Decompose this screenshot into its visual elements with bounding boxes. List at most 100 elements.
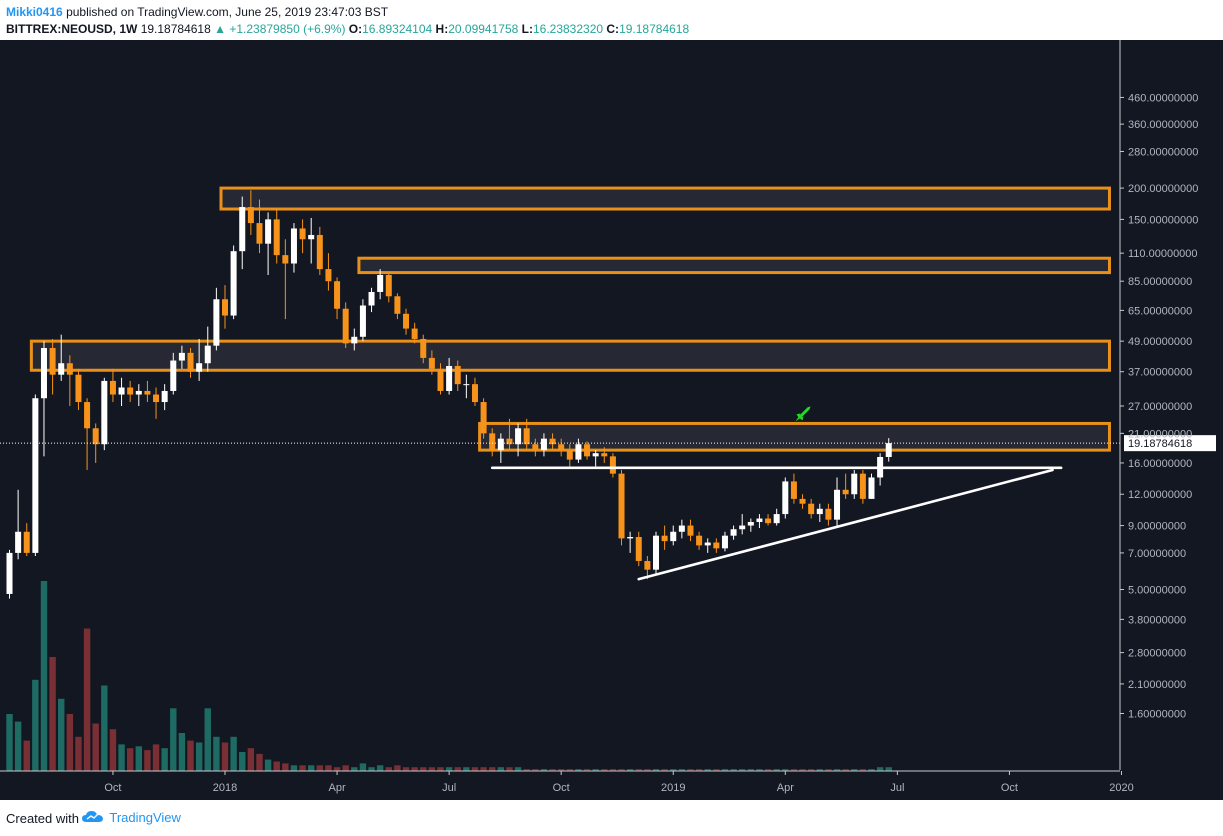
annotations <box>795 406 811 422</box>
candle-bear <box>49 348 56 375</box>
volume-bar <box>6 714 13 771</box>
volume-bar <box>187 740 194 771</box>
volume-bar <box>523 769 530 771</box>
y-tick-label: 16.00000000 <box>1128 458 1192 470</box>
price-label-box <box>1124 435 1216 452</box>
axes: 19.18784618 460.00000000 360.00000000 280.0… <box>0 40 1216 794</box>
volume-bar <box>299 765 306 771</box>
candle-bull <box>782 481 789 515</box>
candle-bear <box>127 387 134 395</box>
volume-bar <box>618 769 625 771</box>
price-change: +1.23879850 (+6.9%) <box>229 22 346 36</box>
candle-bear <box>420 338 427 358</box>
high-value: 20.09941758 <box>448 22 519 36</box>
volume-bar <box>437 767 444 771</box>
candle-bear <box>687 525 694 536</box>
price-chart[interactable]: 19.18784618 460.00000000 360.00000000 280.0… <box>0 40 1223 800</box>
candle-bull <box>721 535 728 549</box>
candle-bear <box>480 402 487 434</box>
volume-bar <box>454 767 461 771</box>
volume-bar <box>290 765 298 771</box>
candle-bear <box>825 508 832 520</box>
volume-bar <box>342 765 349 771</box>
candle-bear <box>316 234 323 270</box>
candle-bull <box>351 336 358 344</box>
volume-bar <box>695 769 703 771</box>
volume-bar <box>790 769 798 771</box>
volume-bar <box>230 736 237 771</box>
chart-background <box>0 40 1223 800</box>
candlesticks <box>6 190 892 599</box>
candle-bear <box>282 255 289 264</box>
volume-bar <box>118 744 125 771</box>
volume-bar <box>575 769 582 771</box>
candle-bear <box>144 390 151 395</box>
candle-bull <box>670 531 677 542</box>
volume-bar <box>868 769 875 771</box>
candle-bear <box>808 503 815 515</box>
volume-bar <box>213 736 220 771</box>
candle-bear <box>109 380 116 395</box>
volume-bar <box>170 708 177 771</box>
y-tick-label: 110.00000000 <box>1128 248 1198 260</box>
tradingview-label: TradingView <box>109 810 181 825</box>
y-tick-label: 12.00000000 <box>1128 489 1192 501</box>
volume-bar <box>489 767 496 771</box>
volume-bar <box>851 769 858 771</box>
candle-bear <box>558 444 565 451</box>
volume-bar <box>566 769 573 771</box>
candle-bear <box>403 313 410 329</box>
candle-bear <box>859 473 866 499</box>
candle-bear <box>696 535 703 546</box>
volume-bar <box>385 767 392 771</box>
candle-bull <box>575 444 582 460</box>
candle-bear <box>566 450 573 460</box>
candle-bull <box>885 443 892 457</box>
author-name[interactable]: Mikki0416 <box>6 5 63 19</box>
candle-bull <box>704 542 711 546</box>
candle-bull <box>170 360 177 391</box>
candle-bull <box>377 274 384 292</box>
candle-bear <box>247 207 254 224</box>
candle-bear <box>635 537 642 561</box>
low-label: L: <box>521 22 533 36</box>
candle-bear <box>334 281 341 309</box>
close-value: 19.18784618 <box>619 22 690 36</box>
volume-bar <box>876 767 884 771</box>
volume-bar <box>109 729 117 771</box>
volume-bar <box>351 767 358 771</box>
volume-bar <box>66 714 74 771</box>
tradingview-brand[interactable]: TradingView <box>82 810 181 825</box>
candle-bull <box>678 525 685 532</box>
volume-bar <box>256 753 263 771</box>
chart-area[interactable]: 19.18784618 460.00000000 360.00000000 280.0… <box>0 40 1223 800</box>
candle-bear <box>385 274 392 297</box>
volume-bar <box>764 769 772 771</box>
candle-bear <box>428 357 435 369</box>
volume-bar <box>445 767 453 771</box>
volume-bar <box>49 657 56 771</box>
volume-bar <box>58 698 65 771</box>
y-tick-label: 49.00000000 <box>1128 336 1192 348</box>
chart-header: Mikki0416 published on TradingView.com, … <box>0 0 1223 40</box>
y-tick-label: 1.60000000 <box>1128 709 1186 721</box>
candle-bear <box>75 374 82 403</box>
candle-bear <box>799 498 806 504</box>
y-tick-label: 2.10000000 <box>1128 679 1186 691</box>
volume-bar <box>549 769 556 771</box>
y-tick-label: 27.00000000 <box>1128 401 1192 413</box>
candle-bear <box>532 444 539 451</box>
y-tick-label: 5.00000000 <box>1128 585 1186 597</box>
volume-bar <box>152 744 160 771</box>
candle-bull <box>178 352 185 361</box>
y-tick-label: 65.00000000 <box>1128 305 1192 317</box>
volume-bar <box>135 746 142 771</box>
resistance-zone <box>29 339 1111 372</box>
volume-bar <box>101 685 108 771</box>
volume-bar <box>161 748 168 771</box>
volume-bar <box>825 769 832 771</box>
volume-bar <box>652 769 660 771</box>
resistance-zone <box>219 186 1111 211</box>
candle-bear <box>394 296 401 314</box>
candle-bear <box>713 542 720 549</box>
